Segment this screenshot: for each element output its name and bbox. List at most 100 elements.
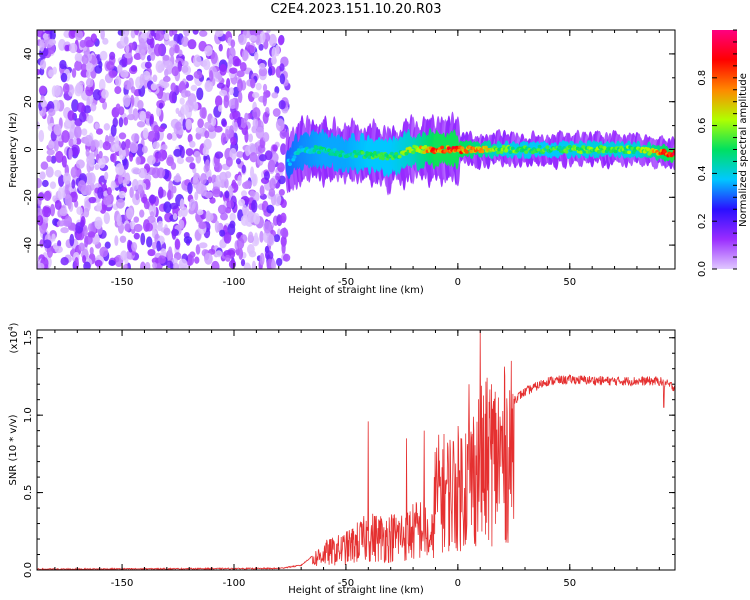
spectral-noise-cell: [187, 133, 193, 143]
spectral-noise-cell: [118, 132, 127, 140]
x-tick-label: -150: [111, 578, 134, 589]
spectral-band-core: [496, 150, 501, 155]
spectral-noise-cell: [180, 104, 190, 115]
spectral-noise-cell: [102, 141, 111, 151]
spectral-noise-cell: [169, 202, 179, 210]
spectral-noise-cell: [229, 147, 237, 161]
spectral-noise-cell: [158, 149, 166, 162]
spectral-noise-cell: [259, 185, 265, 197]
spectrogram-marks: [37, 30, 675, 269]
spectral-noise-cell: [49, 181, 57, 189]
spectral-noise-cell: [155, 30, 165, 42]
spectral-noise-cell: [262, 111, 269, 124]
spectral-noise-cell: [85, 78, 94, 88]
spectral-noise-cell: [151, 241, 157, 250]
spectral-noise-cell: [140, 31, 149, 39]
spectral-noise-cell: [156, 240, 161, 252]
spectral-noise-cell: [135, 156, 141, 165]
spectral-noise-cell: [109, 51, 116, 60]
spectral-noise-cell: [62, 83, 70, 94]
spectral-noise-cell: [81, 54, 89, 65]
colorbar-label: Normalized spectral amplitude: [738, 73, 749, 227]
spectral-noise-cell: [95, 128, 103, 135]
spectral-noise-cell: [221, 118, 227, 127]
spectral-noise-cell: [43, 190, 52, 201]
spectral-noise-cell: [198, 242, 208, 249]
spectral-noise-cell: [219, 171, 228, 182]
spectral-noise-cell: [202, 58, 211, 71]
spectral-noise-cell: [178, 49, 183, 57]
spectral-noise-cell: [54, 245, 63, 254]
spectral-noise-cell: [57, 240, 62, 248]
spectral-noise-cell: [115, 163, 125, 176]
spectral-noise-cell: [207, 176, 212, 184]
spectral-noise-cell: [129, 186, 134, 199]
spectral-noise-cell: [280, 199, 287, 209]
spectral-noise-cell: [226, 200, 235, 209]
spectral-noise-cell: [228, 55, 233, 68]
spectral-noise-cell: [118, 147, 126, 160]
spectral-noise-cell: [139, 209, 145, 218]
spectral-noise-cell: [229, 212, 236, 222]
spectral-noise-cell: [98, 139, 103, 149]
spectral-noise-cell: [196, 209, 204, 216]
spectral-noise-cell: [203, 138, 212, 150]
spectral-noise-cell: [158, 186, 164, 199]
spectral-noise-cell: [83, 207, 90, 218]
y-tick-label: 40: [23, 48, 34, 61]
spectral-noise-cell: [207, 129, 217, 139]
spectral-band-core: [646, 147, 651, 151]
spectral-noise-cell: [87, 172, 96, 185]
spectral-noise-cell: [99, 246, 109, 258]
spectral-noise-cell: [104, 171, 109, 181]
spectral-noise-cell: [126, 207, 134, 220]
spectral-band-core: [451, 146, 456, 150]
spectral-noise-cell: [149, 211, 155, 218]
spectral-noise-cell: [237, 174, 242, 187]
spectral-noise-cell: [85, 62, 94, 73]
spectral-noise-cell: [185, 74, 194, 81]
spectral-noise-cell: [279, 73, 286, 85]
spectral-noise-cell: [229, 67, 238, 74]
x-tick-label: 0: [455, 277, 461, 288]
spectral-noise-cell: [103, 123, 111, 131]
spectral-noise-cell: [108, 259, 116, 266]
figure-title: C2E4.2023.151.10.20.R03: [270, 2, 442, 17]
spectral-noise-cell: [200, 184, 207, 197]
spectral-noise-cell: [241, 49, 249, 62]
spectral-noise-cell: [204, 159, 210, 172]
spectral-band-core: [397, 154, 402, 159]
spectral-noise-cell: [148, 194, 157, 204]
spectral-noise-cell: [282, 253, 291, 262]
x-tick-label: -50: [338, 277, 354, 288]
spectral-noise-cell: [64, 44, 70, 52]
spectral-band-core: [536, 147, 541, 152]
spectral-noise-cell: [153, 43, 162, 57]
spectral-noise-cell: [116, 213, 122, 227]
spectral-noise-cell: [64, 184, 70, 196]
spectral-noise-cell: [239, 61, 247, 72]
snr-series-line: [37, 330, 675, 570]
spectral-noise-cell: [193, 70, 203, 79]
spectral-noise-cell: [233, 121, 238, 132]
spectral-noise-cell: [266, 30, 271, 34]
spectral-noise-cell: [142, 127, 149, 140]
spectral-noise-cell: [162, 54, 170, 61]
spectral-band-core: [545, 145, 550, 149]
spectral-noise-cell: [98, 78, 106, 92]
spectral-noise-cell: [231, 179, 237, 189]
spectral-noise-cell: [146, 54, 152, 62]
spectral-noise-cell: [229, 220, 236, 229]
spectral-noise-cell: [251, 260, 257, 269]
spectral-noise-cell: [60, 256, 69, 266]
spectral-noise-cell: [242, 204, 248, 216]
spectral-noise-cell: [179, 145, 185, 159]
spectral-noise-cell: [174, 44, 180, 54]
spectral-noise-cell: [43, 239, 52, 249]
spectral-noise-cell: [40, 98, 46, 108]
spectral-band-core: [596, 150, 601, 154]
spectral-noise-cell: [86, 155, 94, 165]
y-tick-label: -40: [23, 237, 34, 253]
spectral-noise-cell: [138, 167, 148, 179]
spectral-noise-cell: [236, 70, 245, 78]
